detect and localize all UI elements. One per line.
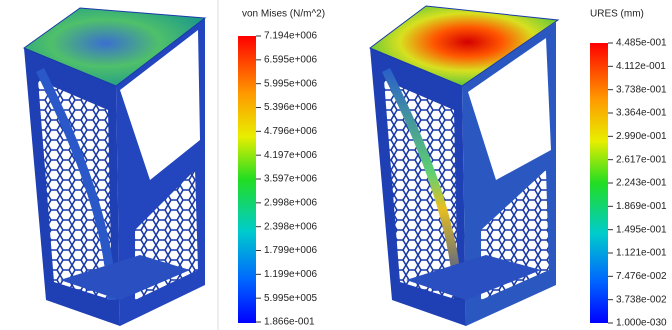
legend-label: 5.995e+006	[264, 78, 318, 89]
legend-label: 1.199e+006	[264, 269, 318, 280]
stress-model	[24, 8, 205, 326]
legend-label: 3.364e-001	[616, 108, 667, 119]
color-bar	[238, 36, 256, 323]
legend-label: 1.866e-001	[264, 317, 315, 328]
legend-label: 4.485e-001	[616, 38, 667, 49]
legend-label: 4.796e+006	[264, 126, 318, 137]
legend-title: URES (mm)	[590, 9, 644, 20]
legend-label: 1.799e+006	[264, 245, 318, 256]
legend-label: 2.617e-001	[616, 154, 667, 165]
legend-label: 7.194e+006	[264, 31, 318, 42]
legend-label: 3.597e+006	[264, 174, 318, 185]
legend-label: 7.476e-002	[616, 271, 667, 282]
legend-label: 2.243e-001	[616, 178, 667, 189]
legend-label: 2.998e+006	[264, 197, 318, 208]
color-bar	[590, 43, 608, 323]
screenshot: von Mises (N/m^2) URES (mm) 7.194e+006 6.…	[0, 0, 672, 330]
legend-label: 1.869e-001	[616, 201, 667, 212]
legend-label: 6.595e+006	[264, 54, 318, 65]
displacement-model	[370, 6, 558, 326]
legend-title: von Mises (N/m^2)	[242, 9, 325, 20]
legend-label: 4.112e-001	[616, 61, 666, 72]
legend-label: 2.990e-001	[616, 131, 667, 142]
legend-label: 1.000e-030	[616, 318, 667, 329]
legend-label: 1.121e-001	[616, 248, 667, 259]
legend-label: 2.398e+006	[264, 221, 318, 232]
legend-label: 5.396e+006	[264, 102, 318, 113]
legend-label: 5.995e+005	[264, 293, 318, 304]
legend-label: 3.738e-002	[616, 294, 667, 305]
legend-label: 3.738e-001	[616, 84, 667, 95]
legend-label: 1.495e-001	[616, 224, 667, 235]
legend-label: 4.197e+006	[264, 150, 318, 161]
